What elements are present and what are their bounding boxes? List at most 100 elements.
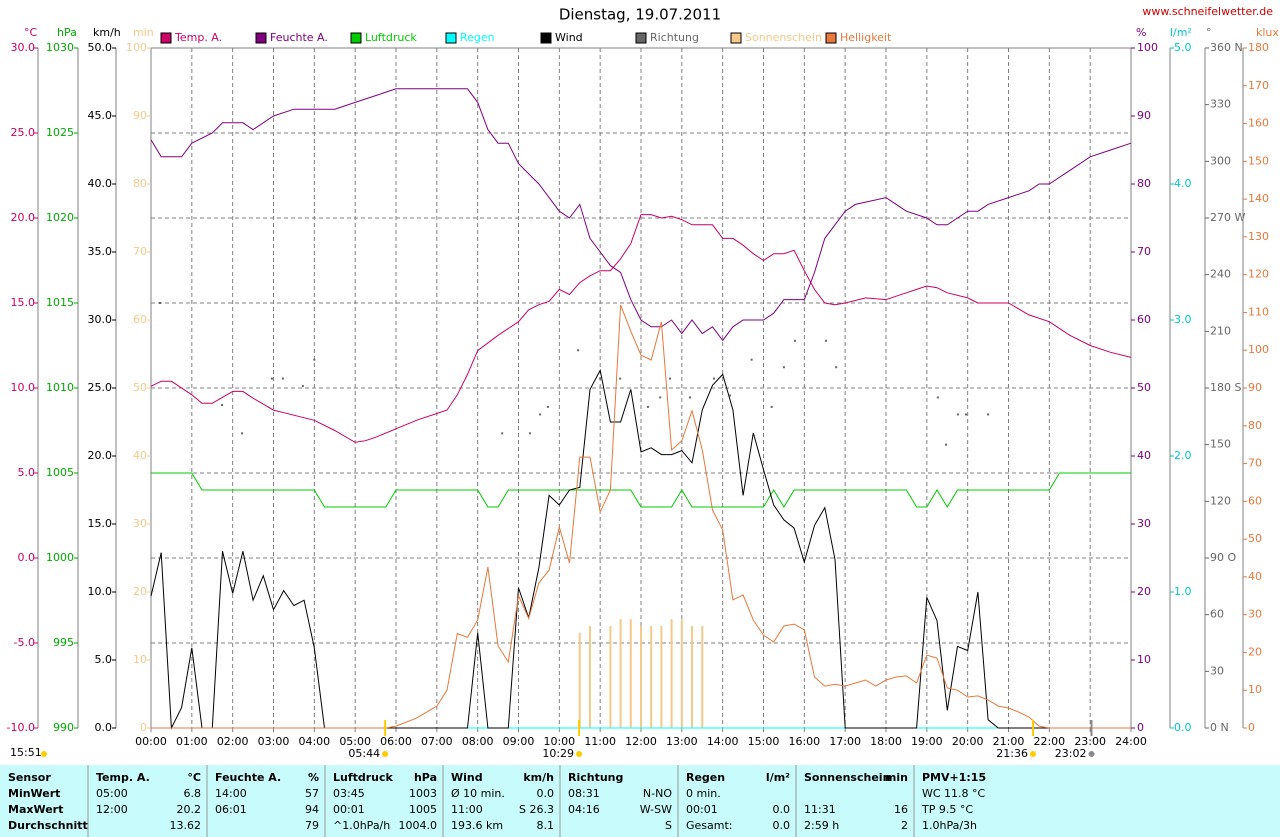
y-tick-label: 10 xyxy=(133,653,147,666)
axis-unit: l/m² xyxy=(1170,26,1192,39)
x-tick-label: 15:00 xyxy=(748,735,780,748)
y-tick-label: 0.0 xyxy=(95,721,113,734)
direction-dot xyxy=(646,405,649,408)
direction-dot xyxy=(619,377,622,380)
y-tick-label: -10.0 xyxy=(7,721,35,734)
legend-swatch xyxy=(540,32,552,44)
y-tick-label: 90 O xyxy=(1210,551,1236,564)
table-cell: Richtung xyxy=(568,771,623,784)
x-tick-label: 01:00 xyxy=(176,735,208,748)
direction-dot xyxy=(770,405,773,408)
table-cell: 79 xyxy=(305,819,319,832)
table-cell: l/m² xyxy=(766,771,790,784)
legend-label: Richtung xyxy=(650,31,699,44)
y-tick-label: 50 xyxy=(1248,532,1262,545)
series-line xyxy=(151,472,1131,508)
legend-label: Helligkeit xyxy=(840,31,892,44)
y-tick-label: 100 xyxy=(1137,41,1158,54)
axis-unit: °C xyxy=(24,26,38,39)
table-cell: Luftdruck xyxy=(333,771,394,784)
y-tick-label: 300 xyxy=(1210,154,1231,167)
direction-dot xyxy=(313,358,316,361)
table-cell: °C xyxy=(187,771,201,784)
table-cell: 0.0 xyxy=(773,803,791,816)
series-line xyxy=(150,368,1131,730)
y-tick-label: 1015 xyxy=(46,296,74,309)
x-tick-label: 12:00 xyxy=(625,735,657,748)
y-tick-label: 210 xyxy=(1210,324,1231,337)
y-tick-label: 20 xyxy=(1248,645,1262,658)
source-url: www.schneifelwetter.de xyxy=(1142,5,1273,18)
direction-dot xyxy=(546,405,549,408)
table-cell: Regen xyxy=(686,771,725,784)
y-tick-label: 1000 xyxy=(46,551,74,564)
x-tick-label: 07:00 xyxy=(421,735,453,748)
y-tick-label: 100 xyxy=(126,41,147,54)
y-tick-label: 50.0 xyxy=(88,41,113,54)
x-tick-label: 10:00 xyxy=(543,735,575,748)
table-cell: hPa xyxy=(414,771,437,784)
sunshine-bar xyxy=(680,619,683,728)
y-tick-label: 40.0 xyxy=(88,177,113,190)
y-tick-label: 1020 xyxy=(46,211,74,224)
legend-label: Luftdruck xyxy=(365,31,417,44)
series-line xyxy=(151,304,1131,729)
legend-swatch xyxy=(825,32,837,44)
y-tick-label: 1.0 xyxy=(1174,585,1192,598)
sun-event-label: 23:02 xyxy=(1055,747,1087,760)
series-line xyxy=(150,88,1132,342)
x-tick-label: 04:00 xyxy=(298,735,330,748)
axis-unit: hPa xyxy=(57,26,77,39)
x-tick-label: 17:00 xyxy=(829,735,861,748)
x-tick-label: 16:00 xyxy=(788,735,820,748)
direction-dot xyxy=(241,432,244,435)
y-tick-label: 1010 xyxy=(46,381,74,394)
y-tick-label: 1025 xyxy=(46,126,74,139)
x-tick-label: 24:00 xyxy=(1115,735,1147,748)
direction-dot xyxy=(835,366,838,369)
sunshine-bar xyxy=(660,626,663,728)
y-tick-label: 3.0 xyxy=(1174,313,1192,326)
sun-icon xyxy=(41,751,47,757)
x-tick-label: 21:00 xyxy=(993,735,1025,748)
y-tick-label: 30.0 xyxy=(11,41,36,54)
legend-swatch xyxy=(445,32,457,44)
y-tick-label: 330 xyxy=(1210,98,1231,111)
y-tick-label: 180 S xyxy=(1210,381,1241,394)
y-tick-label: 0.0 xyxy=(18,551,36,564)
y-tick-label: 2.0 xyxy=(1174,449,1192,462)
table-cell: 2 xyxy=(901,819,908,832)
x-tick-label: 03:00 xyxy=(258,735,290,748)
table-cell: 6.8 xyxy=(184,787,202,800)
y-tick-label: 10 xyxy=(1248,683,1262,696)
sun-event-label: 05:44 xyxy=(348,747,380,760)
table-cell: 1003 xyxy=(409,787,437,800)
y-tick-label: 50 xyxy=(133,381,147,394)
table-cell: 11:31 xyxy=(804,803,836,816)
sunshine-bar xyxy=(650,626,653,728)
direction-dot xyxy=(528,432,531,435)
y-tick-label: 360 N xyxy=(1210,41,1243,54)
y-tick-label: 60 xyxy=(133,313,147,326)
y-tick-label: 60 xyxy=(1248,494,1262,507)
table-cell: 94 xyxy=(305,803,319,816)
direction-dot xyxy=(599,377,602,380)
x-tick-label: 11:00 xyxy=(584,735,616,748)
table-cell: 1004.0 xyxy=(399,819,438,832)
y-tick-label: 30 xyxy=(1137,517,1151,530)
legend-swatch xyxy=(635,32,647,44)
y-tick-label: 80 xyxy=(133,177,147,190)
direction-dot xyxy=(987,413,990,416)
y-tick-label: 30 xyxy=(1210,664,1224,677)
y-tick-label: 240 xyxy=(1210,268,1231,281)
table-cell: 13.62 xyxy=(170,819,202,832)
table-cell: km/h xyxy=(523,771,554,784)
y-tick-label: 5.0 xyxy=(95,653,113,666)
table-cell: 03:45 xyxy=(333,787,365,800)
y-tick-label: 90 xyxy=(133,109,147,122)
y-tick-label: 35.0 xyxy=(88,245,113,258)
table-background xyxy=(0,765,1280,837)
direction-dot xyxy=(824,339,827,342)
table-cell: 14:00 xyxy=(215,787,247,800)
table-cell: S xyxy=(665,819,672,832)
